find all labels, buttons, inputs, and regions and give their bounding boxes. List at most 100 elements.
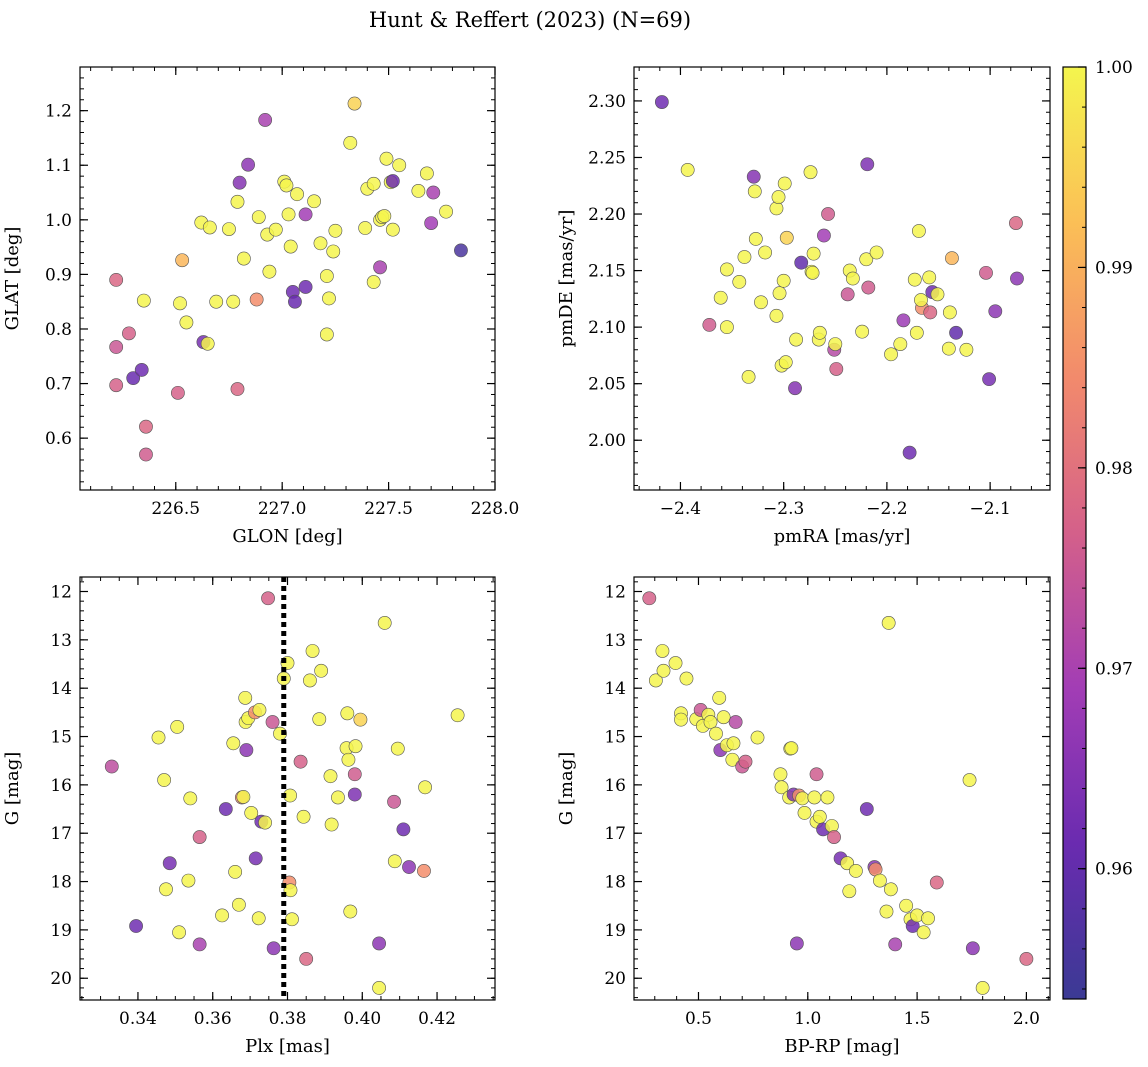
pmra-pmde-point: [776, 273, 791, 288]
bprp-g-point: [784, 741, 799, 756]
glon-glat-point: [307, 194, 322, 209]
plx-g-point: [218, 802, 233, 816]
figure-title: Hunt & Reffert (2023) (N=69): [369, 8, 691, 32]
glon-glat-ytick-label: 0.7: [45, 375, 72, 395]
plx-g-point: [244, 806, 259, 820]
pmra-pmde-point: [859, 252, 874, 267]
plx-g-point: [324, 817, 339, 832]
glon-glat-point: [109, 272, 124, 287]
panel-plx-g: 0.34 0.36 0.38 0.40 0.42 12 13 14 15 16 17 18 19 20 Pl…: [2, 576, 496, 1057]
plx-g-point: [157, 773, 172, 787]
glon-glat-ticks: [80, 66, 496, 490]
bprp-g-point: [679, 671, 694, 686]
bprp-g-point: [842, 884, 857, 899]
glon-glat-point: [358, 221, 373, 235]
pmra-pmde-point: [909, 325, 924, 340]
plx-g-point: [228, 864, 243, 879]
pmra-pmde-point: [821, 207, 835, 221]
glon-glat-point: [343, 135, 358, 150]
glon-glat-point: [230, 194, 245, 209]
bprp-g-point: [879, 904, 894, 919]
bprp-g-point: [929, 875, 944, 890]
plx-g-point: [251, 911, 266, 926]
glon-glat-xtick-label: 227.5: [364, 499, 413, 519]
plx-g-ytick-label: 20: [50, 969, 72, 989]
bprp-g-point: [807, 790, 822, 805]
pmra-pmde-point: [828, 337, 843, 351]
bprp-g-point: [728, 715, 743, 729]
pmra-pmde-point: [720, 320, 734, 335]
pmra-pmde-xtick-label: −2.2: [866, 499, 907, 519]
bprp-g-point: [726, 736, 741, 751]
glon-glat-ytick-label: 0.8: [45, 320, 72, 340]
bprp-g-ytick-label: 18: [604, 873, 626, 893]
pmra-pmde-point: [893, 337, 908, 351]
plx-g-xtick-label: 0.42: [418, 1009, 456, 1029]
plx-g-point: [104, 759, 119, 774]
bprp-g-point: [797, 806, 812, 820]
glon-glat-point: [202, 220, 217, 235]
pmra-pmde-ytick-label: 2.20: [588, 205, 626, 225]
pmra-pmde-xlabel: pmRA [mas/yr]: [774, 526, 911, 547]
plx-g-point: [396, 822, 411, 837]
pmra-pmde-point: [737, 250, 752, 264]
bprp-g-point: [888, 937, 903, 952]
pmra-pmde-point: [896, 313, 911, 328]
pmra-pmde-point: [758, 245, 772, 260]
bprp-g-ytick-label: 15: [604, 728, 626, 748]
plx-g-point: [231, 897, 246, 912]
glon-glat-ytick-label: 0.9: [45, 265, 72, 285]
pmra-pmde-xtick-label: −2.4: [660, 499, 701, 519]
plx-g-ytick-label: 19: [50, 921, 72, 941]
bprp-g-xtick-label: 0.5: [685, 1009, 712, 1029]
glon-glat-point: [222, 222, 236, 237]
pmra-pmde-point: [845, 271, 860, 286]
plx-g-point: [372, 936, 386, 951]
glon-glat-point: [139, 419, 153, 434]
pmra-pmde-point: [779, 230, 794, 245]
pmra-pmde-xtick-label: −2.3: [763, 499, 804, 519]
glon-glat-point: [249, 292, 264, 307]
pmra-pmde-point: [817, 228, 831, 243]
pmra-pmde-point: [702, 317, 717, 332]
plx-g-point: [331, 790, 345, 805]
plx-g-point: [129, 919, 143, 933]
plx-g-point: [353, 712, 368, 727]
glon-glat-point: [109, 340, 124, 354]
panel-pmra-pmde: −2.4 −2.3 −2.2 −2.1 2.00 2.05 2.10 2.15 2.20 2.25…: [556, 66, 1051, 547]
plx-g-point: [285, 912, 299, 927]
pmra-pmde-point: [746, 169, 761, 184]
pmra-pmde-point: [942, 305, 957, 320]
plx-g-ytick-label: 14: [50, 679, 72, 699]
glon-glat-point: [328, 223, 343, 238]
glon-glat-point: [283, 239, 298, 254]
glon-glat-point: [262, 264, 277, 279]
pmra-pmde-ylabel: pmDE [mas/yr]: [556, 210, 577, 348]
bprp-g-ytick-label: 14: [604, 679, 626, 699]
glon-glat-point: [122, 326, 136, 341]
bprp-g-point: [965, 941, 980, 956]
plx-g-point: [293, 754, 308, 769]
bprp-g-point: [881, 616, 896, 630]
bprp-g-point: [773, 767, 788, 782]
bprp-g-ytick-label: 16: [604, 776, 626, 796]
plx-g-point: [390, 741, 405, 756]
glon-glat-point: [426, 185, 441, 200]
bprp-g-point: [668, 656, 683, 670]
glon-glat-point: [226, 294, 241, 309]
glon-glat-point: [179, 315, 194, 330]
glon-glat-point: [377, 209, 392, 223]
pmra-pmde-point: [789, 332, 803, 347]
plx-g-point: [236, 790, 251, 804]
pmra-pmde-point: [907, 272, 922, 287]
glon-glat-point: [268, 222, 283, 237]
bprp-g-point: [709, 726, 723, 741]
glon-glat-point: [419, 166, 434, 181]
pmra-pmde-point: [1010, 271, 1024, 286]
bprp-g-xtick-label: 2.0: [1013, 1009, 1040, 1029]
plx-g-ytick-label: 17: [50, 824, 72, 844]
glon-glat-point: [313, 236, 328, 251]
plx-g-point: [347, 767, 362, 782]
plx-g-axes-frame: [79, 576, 496, 1001]
glon-glat-point: [139, 447, 153, 462]
